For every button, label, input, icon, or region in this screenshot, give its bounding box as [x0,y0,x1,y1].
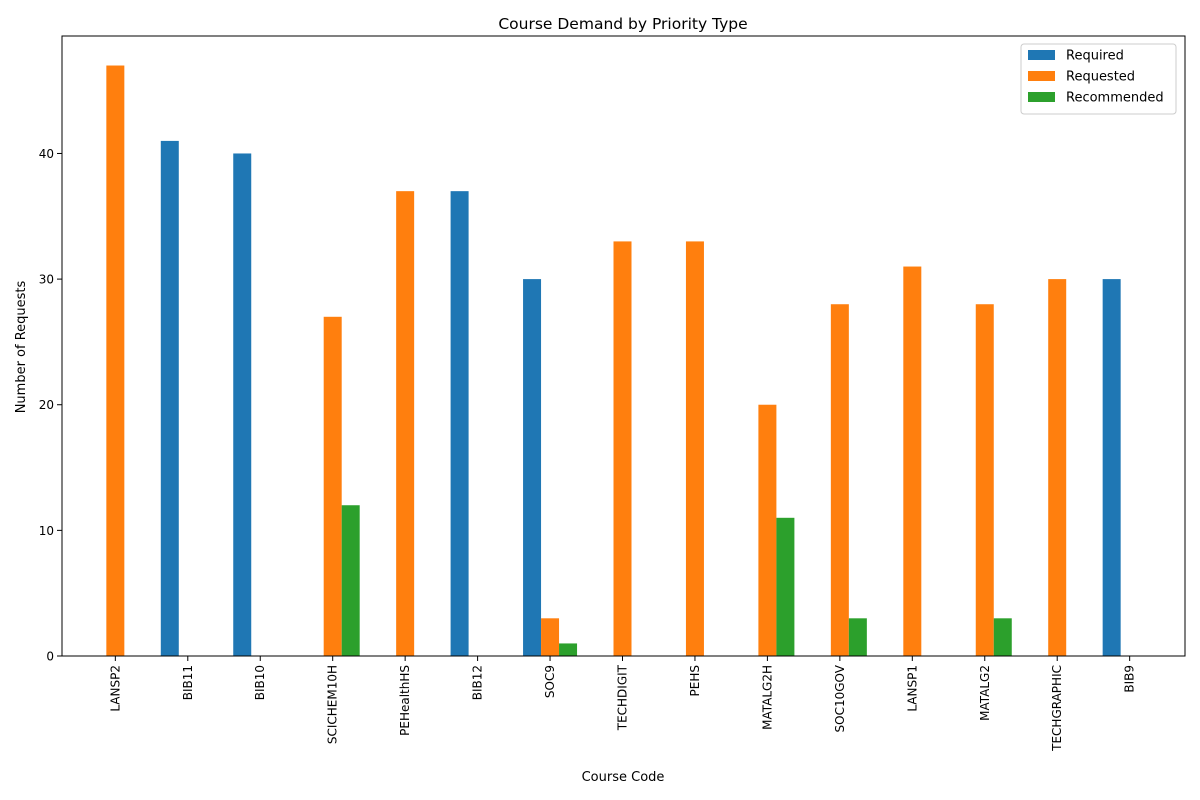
plot-frame [61,35,1186,657]
bar-requested-techdigit [613,241,632,656]
y-tick-label: 40 [39,147,54,161]
y-tick-label: 10 [39,524,54,538]
bar-requested-scichem10h [323,316,342,656]
legend-swatch-required [1028,50,1055,60]
bar-required-bib10 [233,153,252,656]
x-tick-label: PEHealthHS [398,665,412,736]
y-tick-label: 20 [39,398,54,412]
bar-recommended-matalg2 [993,618,1012,656]
chart-title: Course Demand by Priority Type [498,15,747,33]
x-tick-label: TECHDIGIT [616,664,630,731]
x-tick-label: SOC9 [543,665,557,698]
bar-recommended-scichem10h [341,505,360,656]
legend-entry-recommended: Recommended [1066,91,1164,106]
bar-requested-soc9 [541,618,560,656]
bar-requested-techgraphic [1048,279,1067,656]
bar-recommended-matalg2h [776,517,795,656]
plot-area [61,35,1186,657]
y-tick-label: 0 [46,650,54,664]
legend-swatch-recommended [1028,92,1055,102]
y-tick-label: 30 [39,273,54,287]
x-tick-label: BIB10 [253,665,267,700]
bar-requested-pehealthhs [396,191,415,656]
x-tick-label: BIB9 [1123,665,1137,693]
bar-requested-lansp2 [106,65,125,656]
bar-recommended-soc9 [559,643,578,656]
bar-requested-matalg2h [758,404,777,656]
x-axis-label: Course Code [582,770,665,785]
bar-requested-pehs [685,241,704,656]
y-axis-label: Number of Requests [14,280,29,413]
bar-required-bib11 [160,140,179,656]
bar-required-bib12 [450,191,469,656]
legend-swatch-requested [1028,71,1055,81]
x-tick-label: PEHS [688,665,702,696]
x-tick-label: BIB12 [471,665,485,700]
x-tick-label: TECHGRAPHIC [1050,665,1064,752]
bar-required-soc9 [523,279,542,656]
bar-requested-lansp1 [903,266,922,656]
x-tick-label: LANSP2 [108,665,122,712]
bar-required-bib9 [1102,279,1121,656]
x-tick-label: BIB11 [181,665,195,700]
legend-box [1020,43,1177,115]
legend: Required Requested Recommended [1020,43,1177,115]
x-axis: LANSP2 BIB11 BIB10 SCICHEM10H PEHealthHS BIB1… [108,656,1137,752]
x-tick-label: MATALG2H [760,665,774,730]
bar-requested-soc10gov [830,304,849,656]
bar-requested-matalg2 [975,304,994,656]
legend-entry-requested: Requested [1066,70,1135,85]
x-tick-label: MATALG2 [978,665,992,721]
bar-recommended-soc10gov [848,618,867,656]
x-tick-label: SOC10GOV [833,664,847,732]
legend-entry-required: Required [1066,49,1124,64]
x-tick-label: SCICHEM10H [326,665,340,744]
y-axis: 0 10 20 30 40 [39,147,62,664]
x-tick-label: LANSP1 [905,665,919,712]
